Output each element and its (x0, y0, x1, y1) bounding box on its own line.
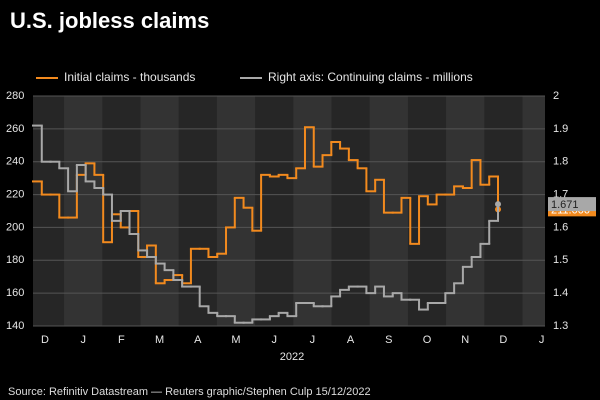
month-band (522, 96, 545, 326)
x-tick-label: M (231, 334, 240, 346)
y-tick-label: 140 (6, 320, 24, 332)
y2-tick-label: 1.6 (553, 221, 568, 233)
month-band (446, 96, 485, 326)
y-tick-label: 160 (6, 287, 24, 299)
x-tick-label: J (271, 334, 277, 346)
x-tick-label: O (423, 334, 432, 346)
x-tick-label: A (194, 334, 202, 346)
month-band (64, 96, 103, 326)
chart-title: U.S. jobless claims (10, 8, 209, 33)
y-tick-label: 200 (6, 221, 24, 233)
x-tick-label: J (539, 334, 545, 346)
y-tick-label: 280 (6, 90, 24, 102)
x-tick-label: A (347, 334, 355, 346)
x-tick-label: D (41, 334, 49, 346)
y2-tick-label: 1.3 (553, 320, 568, 332)
legend-label: Initial claims - thousands (64, 70, 195, 84)
y2-tick-label: 2 (553, 90, 559, 102)
y-tick-label: 240 (6, 156, 24, 168)
x-tick-label: N (461, 334, 469, 346)
y2-tick-label: 1.8 (553, 156, 568, 168)
x-tick-label: J (310, 334, 316, 346)
y-tick-label: 260 (6, 123, 24, 135)
y-tick-label: 180 (6, 254, 24, 266)
x-tick-label: J (80, 334, 86, 346)
source: Source: Refinitiv Datastream — Reuters g… (8, 386, 371, 398)
end-label-box (548, 197, 596, 212)
x-tick-label: D (499, 334, 507, 346)
end-point (495, 201, 501, 208)
month-band (140, 96, 179, 326)
legend-label: Right axis: Continuing claims - millions (268, 70, 473, 84)
month-band (293, 96, 332, 326)
y2-tick-label: 1.9 (553, 123, 568, 135)
month-band (216, 96, 256, 326)
y2-tick-label: 1.5 (553, 254, 568, 266)
x-tick-label: F (118, 334, 125, 346)
y2-tick-label: 1.4 (553, 287, 568, 299)
end-label: 1.671 (551, 199, 579, 211)
y-tick-label: 220 (6, 188, 24, 200)
x-tick-label: M (155, 334, 164, 346)
x-tick-label: S (385, 334, 392, 346)
x-axis-label: 2022 (280, 351, 304, 363)
